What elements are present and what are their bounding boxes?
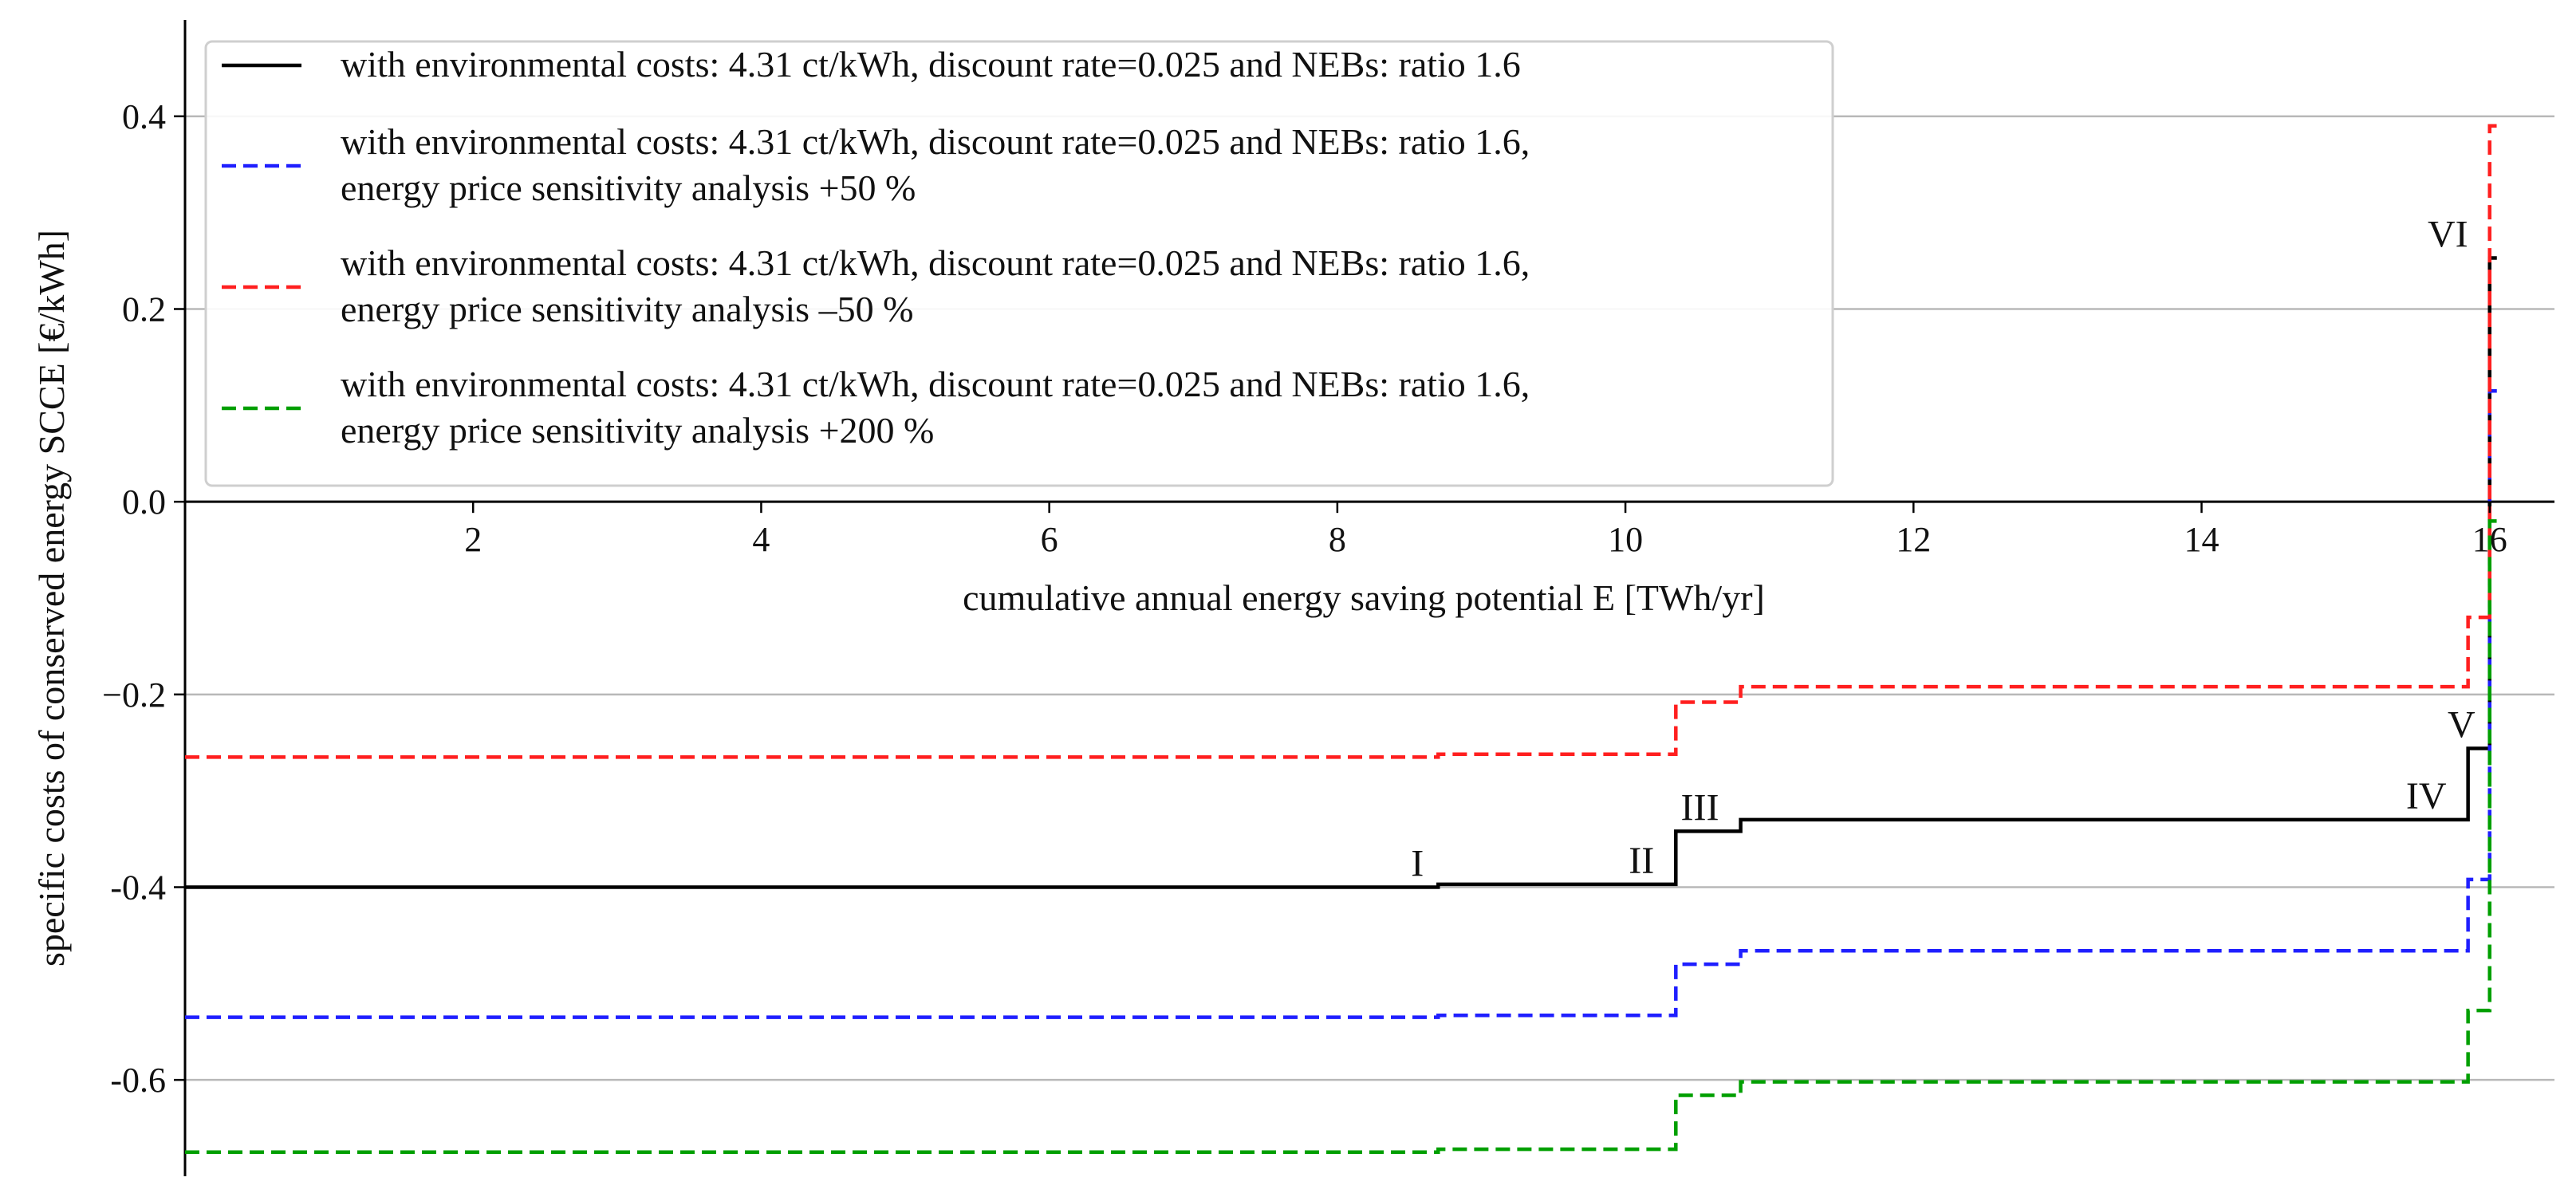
y-tick-label-3: −0.2	[102, 675, 166, 715]
region-label-4: V	[2448, 704, 2476, 746]
x-tick-label-1: 4	[752, 520, 770, 559]
x-tick-label-3: 8	[1329, 520, 1346, 559]
y-tick-label-4: -0.4	[110, 868, 166, 908]
region-label-0: I	[1411, 843, 1424, 885]
x-tick-label-4: 10	[1608, 520, 1643, 559]
x-tick-label-5: 12	[1896, 520, 1931, 559]
legend-label-1-line-0: with environmental costs: 4.31 ct/kWh, d…	[341, 121, 1530, 162]
series-line-3	[185, 519, 2497, 1155]
legend-label-3-line-1: energy price sensitivity analysis +200 %	[341, 410, 934, 451]
legend: with environmental costs: 4.31 ct/kWh, d…	[204, 40, 1834, 487]
legend-label-1-line-1: energy price sensitivity analysis +50 %	[341, 167, 916, 208]
legend-label-0-line-0: with environmental costs: 4.31 ct/kWh, d…	[341, 44, 1521, 85]
x-tick-label-6: 14	[2184, 520, 2220, 559]
y-tick-label-2: 0.0	[122, 482, 166, 522]
ticks-layer: 0.4 0.2 0.0 −0.2 -0.4 -0.6 2 4 6 8 10 12 14 16	[102, 97, 2507, 1100]
x-tick-label-0: 2	[464, 520, 482, 559]
region-label-2: III	[1681, 786, 1719, 829]
legend-entries: with environmental costs: 4.31 ct/kWh, d…	[222, 44, 1530, 451]
region-label-1: II	[1629, 840, 1654, 882]
legend-label-2-line-1: energy price sensitivity analysis –50 %	[341, 289, 913, 329]
series-line-2	[185, 124, 2497, 759]
x-tick-label-7: 16	[2472, 520, 2507, 559]
y-tick-label-5: -0.6	[110, 1061, 166, 1100]
y-axis-label: specific costs of conserved energy SCCE …	[31, 230, 72, 967]
axes-layer	[183, 20, 2554, 1176]
region-label-3: IV	[2406, 775, 2447, 817]
legend-label-2-line-0: with environmental costs: 4.31 ct/kWh, d…	[341, 242, 1530, 283]
legend-box	[204, 40, 1834, 487]
y-tick-label-1: 0.2	[122, 290, 166, 329]
region-label-5: VI	[2428, 213, 2468, 255]
y-tick-label-0: 0.4	[122, 97, 166, 136]
series-layer	[185, 124, 2497, 1155]
legend-label-3-line-0: with environmental costs: 4.31 ct/kWh, d…	[341, 364, 1530, 404]
x-tick-label-2: 6	[1041, 520, 1058, 559]
x-axis-label: cumulative annual energy saving potentia…	[963, 577, 1765, 618]
